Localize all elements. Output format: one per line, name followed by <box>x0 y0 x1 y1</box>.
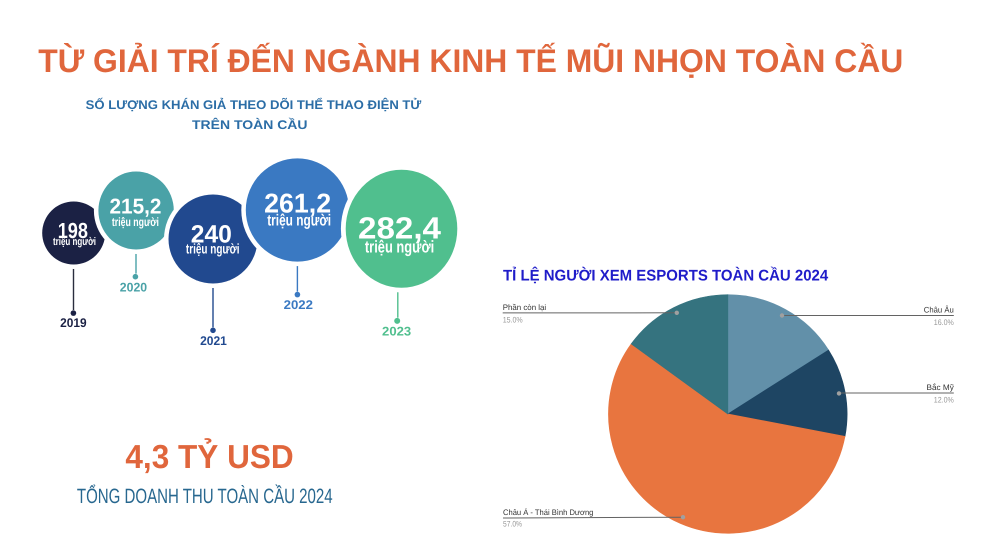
svg-text:2019: 2019 <box>60 316 87 330</box>
svg-text:Phần còn lại: Phần còn lại <box>503 303 547 312</box>
svg-text:261,2: 261,2 <box>264 188 331 219</box>
svg-text:TRÊN TOÀN CẦU: TRÊN TOÀN CẦU <box>192 117 308 132</box>
svg-text:TỔNG DOANH THU TOÀN CẦU 2024: TỔNG DOANH THU TOÀN CẦU 2024 <box>77 484 333 508</box>
svg-text:57.0%: 57.0% <box>503 520 522 529</box>
svg-text:16.0%: 16.0% <box>934 318 954 327</box>
svg-text:4,3 TỶ USD: 4,3 TỶ USD <box>125 438 293 476</box>
svg-text:triệu người: triệu người <box>365 238 434 257</box>
svg-text:TỪ GIẢI TRÍ ĐẾN NGÀNH KINH TẾ: TỪ GIẢI TRÍ ĐẾN NGÀNH KINH TẾ MŨI NHỌN T… <box>38 42 903 79</box>
svg-text:215,2: 215,2 <box>110 195 162 219</box>
svg-text:12.0%: 12.0% <box>934 396 954 405</box>
svg-text:SỐ LƯỢNG KHÁN GIẢ THEO DÕI THỂ: SỐ LƯỢNG KHÁN GIẢ THEO DÕI THỂ THAO ĐIỆN… <box>86 97 422 112</box>
svg-text:282,4: 282,4 <box>358 211 441 246</box>
svg-text:TỈ LỆ NGƯỜI XEM ESPORTS TOÀN C: TỈ LỆ NGƯỜI XEM ESPORTS TOÀN CẦU 2024 <box>503 266 829 284</box>
svg-text:240: 240 <box>191 220 232 248</box>
svg-text:198: 198 <box>58 218 88 243</box>
svg-text:Châu Âu: Châu Âu <box>924 306 954 315</box>
svg-text:triệu người: triệu người <box>267 213 331 230</box>
svg-text:triệu người: triệu người <box>186 241 240 257</box>
svg-text:2022: 2022 <box>284 298 313 312</box>
svg-text:2020: 2020 <box>120 280 147 294</box>
svg-text:Bắc Mỹ: Bắc Mỹ <box>927 383 954 392</box>
svg-text:Châu Á - Thái Bình Dương: Châu Á - Thái Bình Dương <box>503 508 593 517</box>
svg-text:2021: 2021 <box>200 334 227 348</box>
svg-text:2023: 2023 <box>382 325 411 339</box>
svg-text:triệu người: triệu người <box>112 215 159 229</box>
svg-text:triệu người: triệu người <box>53 236 96 248</box>
svg-text:15.0%: 15.0% <box>503 316 523 325</box>
